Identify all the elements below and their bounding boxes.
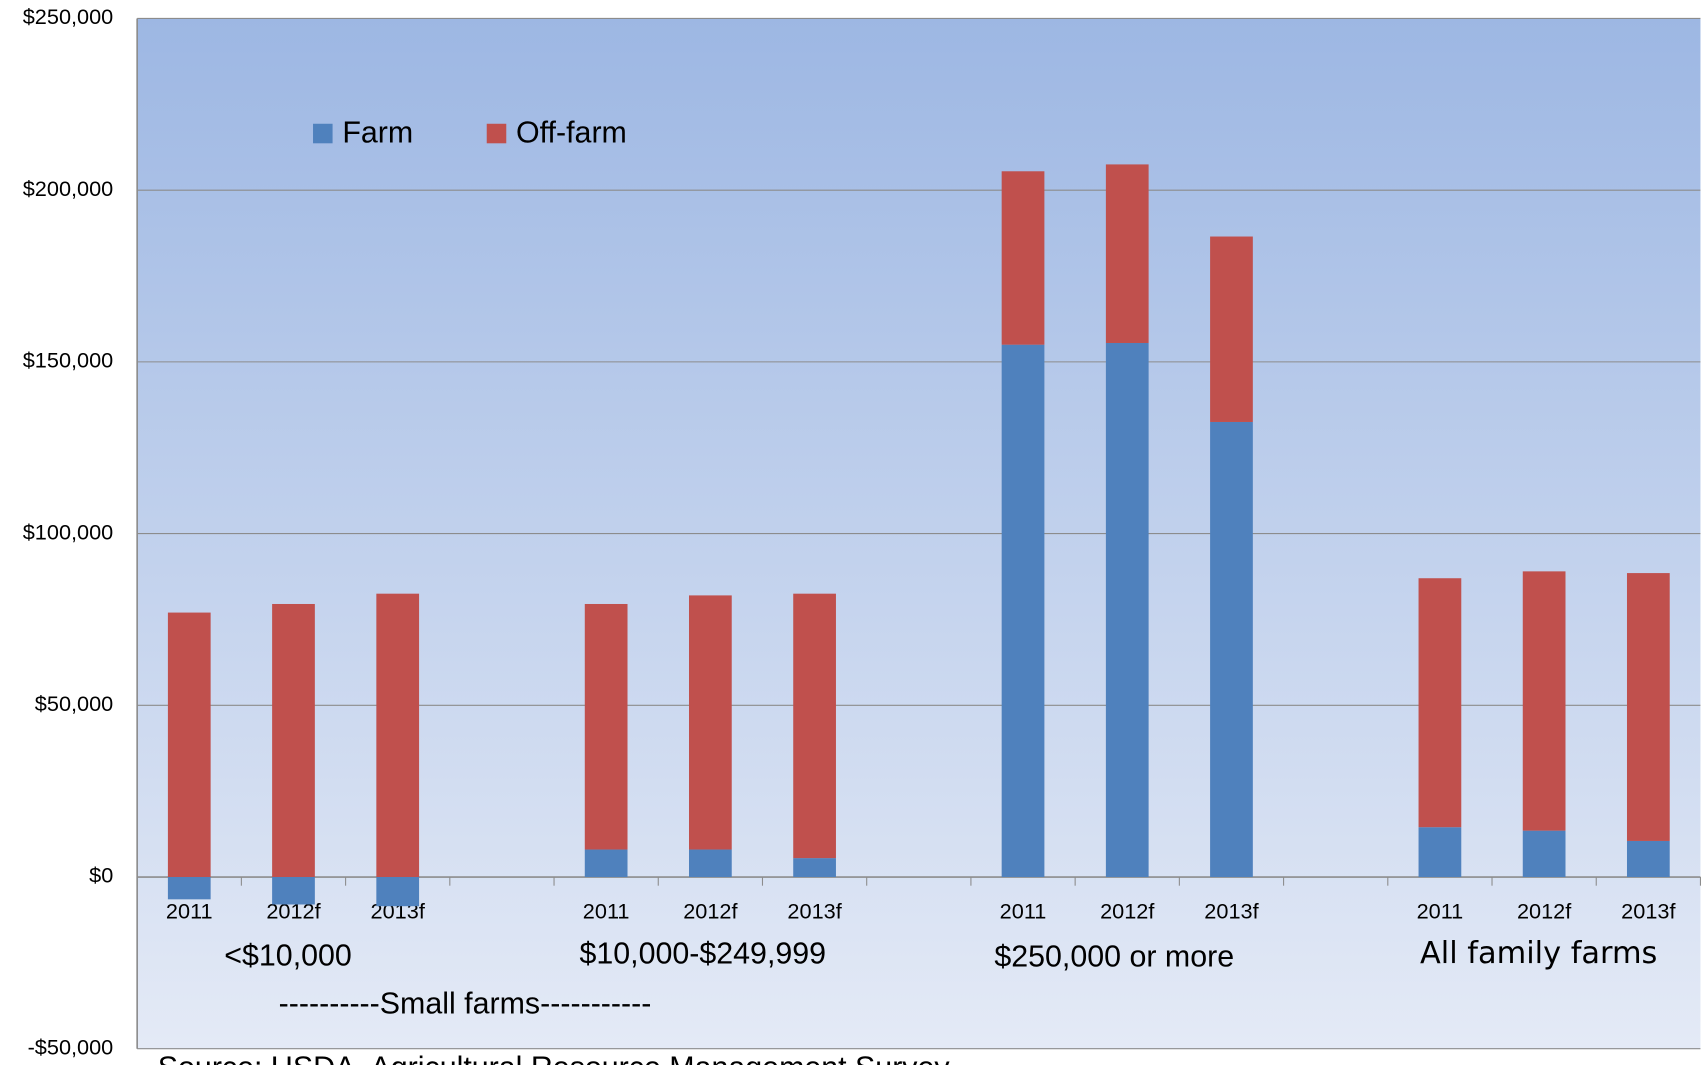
bar-segment: [689, 849, 732, 878]
bar-segment: [793, 858, 836, 878]
bar-segment: [376, 877, 420, 907]
y-tick-label: -$50,000: [28, 1034, 114, 1059]
bar-segment: [584, 603, 628, 850]
y-tick-label: $50,000: [35, 691, 113, 716]
bar-segment: [584, 849, 628, 878]
x-tick-label: 2013f: [1621, 899, 1676, 924]
x-tick-label: 2012f: [1100, 899, 1155, 924]
bar-segment: [1626, 573, 1670, 841]
legend-swatch: [313, 123, 333, 144]
y-tick-label: $0: [89, 863, 113, 888]
bar-segment: [1105, 164, 1149, 343]
bar-segment: [167, 877, 211, 900]
bar-segment: [689, 595, 732, 850]
x-tick-label: 2011: [1000, 899, 1047, 924]
y-tick-label: $100,000: [23, 519, 114, 544]
bar-segment: [167, 612, 211, 878]
legend-label: Farm: [342, 116, 413, 150]
x-tick-label: 2011: [583, 899, 630, 924]
x-tick-label: 2011: [1417, 899, 1464, 924]
bar-segment: [376, 593, 420, 878]
annotation: $10,000-$249,999: [579, 936, 826, 970]
bar-segment: [272, 877, 315, 905]
y-tick-label: $200,000: [23, 176, 114, 201]
y-tick-label: $250,000: [23, 4, 114, 29]
annotation: Source: USDA, Agricultural Resource Mana…: [158, 1050, 951, 1065]
bar-segment: [1626, 840, 1670, 878]
bar-segment: [1001, 344, 1045, 878]
bar-segment: [1105, 342, 1149, 878]
bar-segment: [793, 593, 836, 859]
annotation: $250,000 or more: [994, 940, 1234, 974]
bar-segment: [272, 603, 315, 878]
bar-segment: [1418, 578, 1462, 828]
annotation: <$10,000: [224, 939, 352, 973]
x-tick-label: 2013f: [1204, 899, 1259, 924]
x-tick-label: 2013f: [787, 899, 842, 924]
x-tick-label: 2012f: [1517, 899, 1572, 924]
legend-swatch: [486, 123, 507, 144]
bar-segment: [1522, 571, 1566, 831]
x-tick-label: 2012f: [683, 899, 738, 924]
annotation: ----------Small farms-----------: [279, 986, 652, 1020]
legend-label: Off-farm: [516, 116, 627, 150]
x-tick-label: 2011: [166, 899, 213, 924]
y-tick-label: $150,000: [23, 348, 114, 373]
bar-segment: [1210, 236, 1253, 422]
annotation: All family farms: [1420, 936, 1657, 971]
bar-segment: [1418, 827, 1462, 878]
bar-segment: [1001, 171, 1045, 345]
bar-segment: [1522, 830, 1566, 878]
bar-segment: [1210, 421, 1253, 878]
